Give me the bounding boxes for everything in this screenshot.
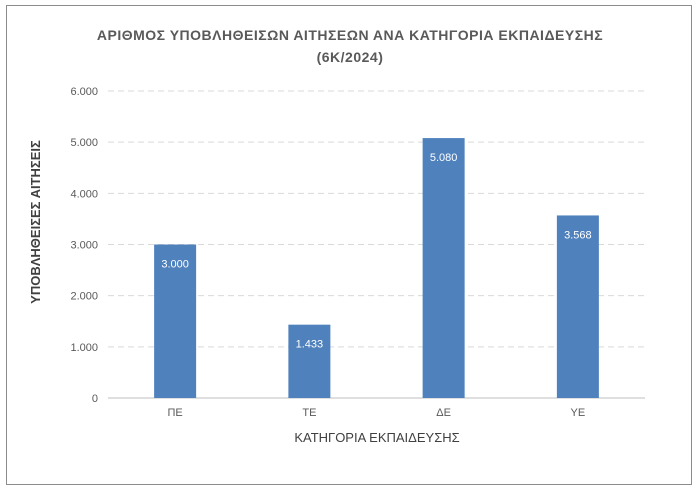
chart-subtitle: (6Κ/2024): [316, 49, 384, 65]
y-tick-label: 1.000: [70, 342, 98, 354]
data-labels: 3.000 1.433 5.080 3.568: [161, 152, 591, 351]
bar-ΤΕ: [288, 324, 331, 398]
bars: [154, 138, 599, 398]
bar-ΔΕ: [422, 138, 465, 398]
x-category-label: ΥΕ: [571, 407, 586, 419]
y-tick-label: 3.000: [70, 240, 98, 252]
data-label: 3.000: [161, 259, 189, 271]
gridlines: [108, 90, 645, 399]
data-label: 3.568: [564, 229, 592, 241]
x-category-label: ΠΕ: [167, 407, 182, 419]
y-tick-label: 2.000: [70, 291, 98, 303]
x-axis-categories: ΠΕ ΤΕ ΔΕ ΥΕ: [167, 407, 585, 419]
y-tick-label: 4.000: [70, 188, 98, 200]
bar-ΥΕ: [556, 215, 599, 398]
y-tick-label: 5.000: [70, 137, 98, 149]
data-label: 5.080: [430, 152, 458, 164]
bar-ΠΕ: [154, 244, 197, 398]
data-label: 1.433: [296, 339, 324, 351]
y-tick-label: 0: [92, 393, 98, 405]
x-category-label: ΔΕ: [436, 407, 451, 419]
y-axis-title: ΥΠΟΒΛΗΘΕΙΣΕΣ ΑΙΤΗΣΕΙΣ: [28, 140, 43, 304]
y-tick-label: 6.000: [70, 86, 98, 98]
y-axis-ticks: 0 1.000 2.000 3.000 4.000 5.000 6.000: [70, 86, 98, 405]
x-category-label: ΤΕ: [302, 407, 316, 419]
x-axis-title: ΚΑΤΗΓΟΡΙΑ ΕΚΠΑΙΔΕΥΣΗΣ: [294, 430, 459, 445]
chart-title: ΑΡΙΘΜΟΣ ΥΠΟΒΛΗΘΕΙΣΩΝ ΑΙΤΗΣΕΩΝ ΑΝΑ ΚΑΤΗΓΟ…: [96, 27, 604, 43]
